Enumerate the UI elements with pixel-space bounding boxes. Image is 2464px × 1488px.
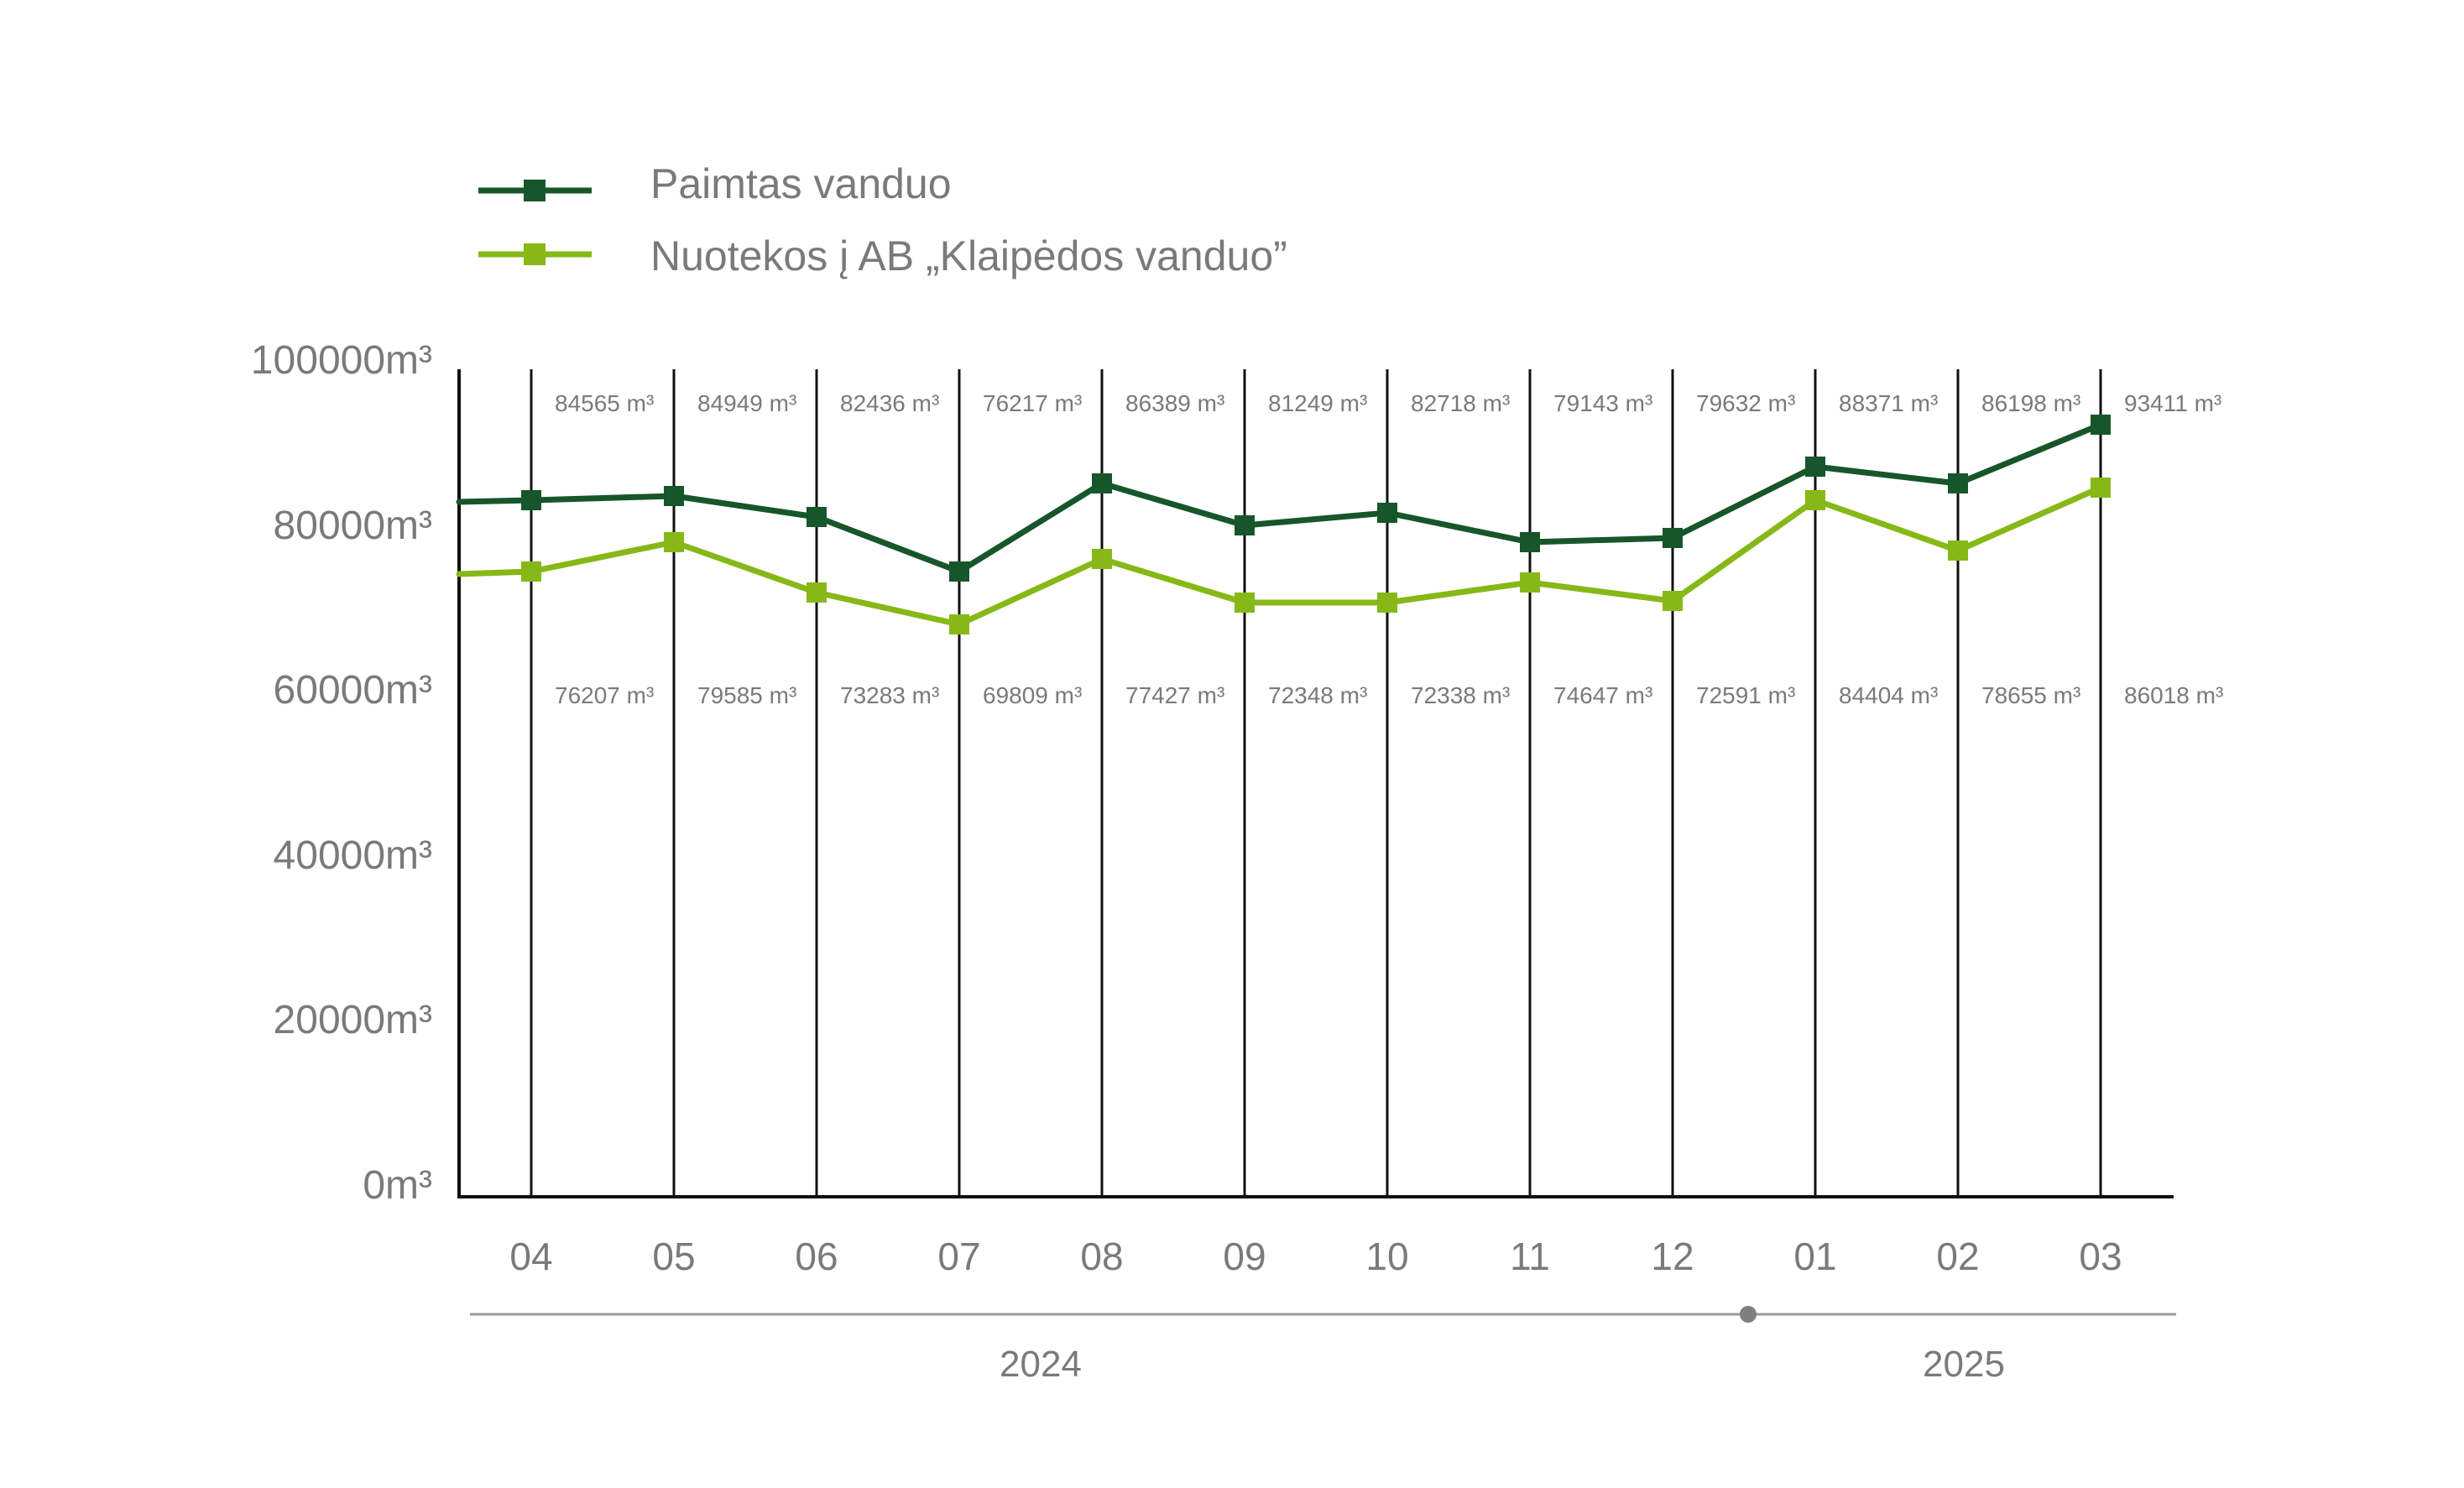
- x-tick-label: 01: [1793, 1235, 1836, 1278]
- data-point: [1092, 473, 1112, 493]
- data-point: [1663, 591, 1683, 611]
- legend-item-nuotekos: Nuotekos į AB „Klaipėdos vanduo”: [478, 232, 1287, 279]
- data-point: [1235, 515, 1255, 535]
- legend-label-paimtas: Paimtas vanduo: [650, 160, 952, 207]
- data-point: [521, 490, 541, 510]
- data-label: 72338 m³: [1411, 682, 1510, 708]
- data-point: [1377, 503, 1397, 523]
- data-label: 84565 m³: [555, 390, 654, 416]
- x-tick-label: 02: [1936, 1235, 1979, 1278]
- legend: Paimtas vanduo Nuotekos į AB „Klaipėdos …: [478, 160, 1287, 279]
- x-tick-label: 08: [1080, 1235, 1123, 1278]
- y-tick-label: 100000m³: [251, 338, 432, 383]
- legend-marker-nuotekos: [524, 243, 546, 265]
- year-label-2025: 2025: [1923, 1344, 2005, 1385]
- data-point: [949, 614, 969, 634]
- data-label: 84949 m³: [697, 390, 796, 416]
- data-label: 82718 m³: [1411, 390, 1510, 416]
- data-point: [1520, 572, 1540, 593]
- year-timeline: 2024 2025: [470, 1306, 2176, 1385]
- data-point: [1948, 473, 1968, 493]
- data-label: 72591 m³: [1696, 682, 1795, 708]
- x-tick-label: 10: [1365, 1235, 1408, 1278]
- data-label: 77427 m³: [1125, 682, 1224, 708]
- x-tick-label: 12: [1651, 1235, 1694, 1278]
- legend-label-nuotekos: Nuotekos į AB „Klaipėdos vanduo”: [650, 232, 1287, 279]
- data-label: 72348 m³: [1268, 682, 1367, 708]
- y-tick-label: 40000m³: [274, 833, 432, 878]
- data-label: 79632 m³: [1696, 390, 1795, 416]
- data-point: [807, 582, 827, 603]
- data-point: [1663, 528, 1683, 548]
- x-tick-label: 07: [937, 1235, 980, 1278]
- data-point: [664, 532, 684, 552]
- month-gridlines: [530, 369, 2102, 1197]
- data-point: [1377, 593, 1397, 613]
- legend-marker-paimtas: [524, 180, 546, 201]
- data-label: 76217 m³: [983, 390, 1082, 416]
- data-point: [1092, 549, 1112, 569]
- data-point: [1805, 457, 1825, 477]
- x-tick-label: 03: [2079, 1235, 2122, 1278]
- y-axis-labels: 0m³ 20000m³ 40000m³ 60000m³ 80000m³ 1000…: [251, 338, 432, 1208]
- series-line-nuotekos: [456, 484, 2104, 628]
- y-tick-label: 20000m³: [274, 998, 432, 1042]
- x-tick-label: 04: [509, 1235, 552, 1278]
- data-point: [2091, 415, 2111, 435]
- data-label: 79143 m³: [1553, 390, 1652, 416]
- x-tick-label: 06: [795, 1235, 838, 1278]
- x-tick-label: 05: [652, 1235, 695, 1278]
- data-label: 82436 m³: [840, 390, 939, 416]
- data-point: [1805, 490, 1825, 510]
- series-lines: [456, 421, 2104, 628]
- data-point: [1235, 593, 1255, 613]
- x-tick-label: 11: [1510, 1235, 1550, 1278]
- data-point: [664, 486, 684, 506]
- data-label: 69809 m³: [983, 682, 1082, 708]
- data-point: [807, 507, 827, 527]
- data-label: 86389 m³: [1125, 390, 1224, 416]
- data-point: [1520, 532, 1540, 552]
- data-label: 79585 m³: [697, 682, 796, 708]
- data-label: 93411 m³: [2124, 390, 2221, 416]
- x-tick-label: 09: [1223, 1235, 1266, 1278]
- y-tick-label: 0m³: [363, 1163, 432, 1208]
- series-line-paimtas: [456, 421, 2104, 575]
- data-point: [949, 561, 969, 582]
- x-axis-labels: 04 05 06 07 08 09 10 11 12 01 02 03: [509, 1235, 2122, 1278]
- legend-item-paimtas: Paimtas vanduo: [478, 160, 952, 207]
- year-label-2024: 2024: [1000, 1344, 1082, 1385]
- data-label: 88371 m³: [1839, 390, 1938, 416]
- series-markers: [521, 415, 2111, 634]
- data-label: 78655 m³: [1981, 682, 2080, 708]
- y-tick-label: 80000m³: [274, 504, 432, 548]
- data-label: 86018 m³: [2124, 682, 2223, 708]
- data-label: 81249 m³: [1268, 390, 1367, 416]
- y-tick-label: 60000m³: [274, 668, 432, 713]
- data-label: 86198 m³: [1981, 390, 2080, 416]
- data-labels: 84565 m³ 84949 m³ 82436 m³ 76217 m³ 86389 m³…: [555, 390, 2223, 708]
- year-divider-dot: [1740, 1306, 1757, 1323]
- data-label: 74647 m³: [1553, 682, 1652, 708]
- data-label: 73283 m³: [840, 682, 939, 708]
- data-label: 84404 m³: [1839, 682, 1938, 708]
- data-point: [2091, 478, 2111, 498]
- data-point: [521, 561, 541, 582]
- data-label: 76207 m³: [555, 682, 654, 708]
- data-point: [1948, 540, 1968, 561]
